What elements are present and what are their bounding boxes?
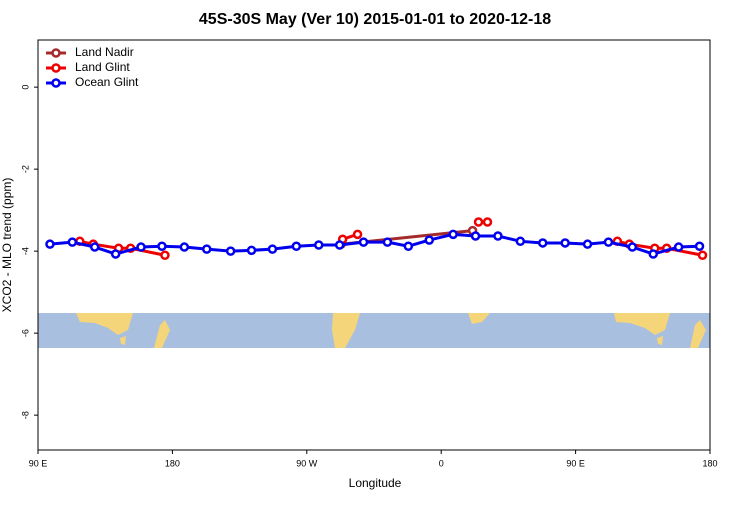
- plot-frame: [37, 39, 711, 451]
- legend-label: Land Glint: [75, 60, 130, 74]
- point: [560, 238, 570, 248]
- point: [403, 241, 414, 251]
- point: [136, 242, 146, 252]
- point: [582, 239, 593, 249]
- point: [201, 244, 212, 254]
- point: [424, 235, 435, 245]
- y-tick-label: -2: [20, 165, 30, 173]
- point: [537, 238, 548, 248]
- point: [352, 229, 363, 240]
- point: [470, 231, 481, 241]
- point: [313, 240, 324, 250]
- x-tick-label: 180: [702, 458, 717, 468]
- point: [482, 217, 493, 227]
- point: [45, 239, 55, 249]
- legend-label: Land Nadir: [75, 45, 134, 59]
- point: [694, 241, 705, 251]
- legend-marker: [51, 78, 61, 88]
- point: [382, 237, 393, 247]
- point: [358, 237, 369, 247]
- point: [110, 249, 121, 259]
- point: [648, 249, 659, 259]
- x-tick-label: 0: [439, 458, 444, 468]
- point: [603, 237, 614, 247]
- point: [89, 242, 100, 252]
- x-tick-label: 90 E: [29, 458, 48, 468]
- x-tick-label: 90 W: [296, 458, 318, 468]
- point: [673, 242, 684, 252]
- point: [225, 246, 236, 256]
- point: [473, 217, 484, 227]
- y-tick-label: -8: [20, 411, 30, 419]
- point: [67, 237, 78, 247]
- point: [157, 241, 167, 251]
- point: [267, 244, 278, 254]
- y-tick-label: -6: [20, 329, 30, 337]
- point: [334, 240, 345, 250]
- point: [448, 229, 458, 240]
- y-axis-title: XCO2 - MLO trend (ppm): [0, 178, 14, 313]
- point: [291, 241, 302, 251]
- x-axis-title: Longitude: [349, 476, 402, 490]
- point: [697, 250, 708, 260]
- point: [493, 231, 503, 241]
- x-tick-label: 90 E: [566, 458, 585, 468]
- legend-label: Ocean Glint: [75, 75, 139, 89]
- point: [515, 236, 526, 247]
- point: [160, 250, 170, 260]
- legend-marker: [51, 48, 61, 58]
- point: [246, 245, 257, 256]
- map-strip: [38, 313, 710, 348]
- point: [179, 242, 190, 252]
- y-tick-label: 0: [20, 85, 30, 90]
- y-tick-label: -4: [20, 247, 30, 255]
- point: [627, 242, 638, 252]
- legend-marker: [51, 63, 61, 73]
- x-tick-label: 180: [165, 458, 180, 468]
- chart-title: 45S-30S May (Ver 10) 2015-01-01 to 2020-…: [199, 11, 551, 28]
